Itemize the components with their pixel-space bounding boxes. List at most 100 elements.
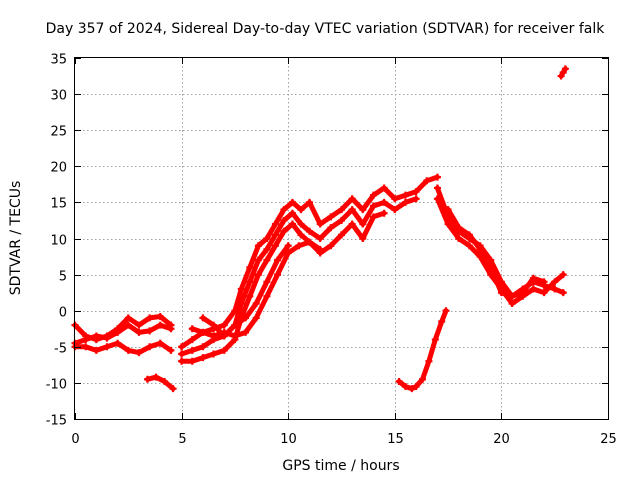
data-point — [395, 377, 403, 385]
data-point — [124, 346, 132, 354]
data-point — [92, 336, 100, 344]
data-point — [316, 235, 324, 242]
data-point — [559, 289, 567, 297]
y-tick-label: -15 — [46, 414, 67, 429]
data-point — [188, 346, 196, 354]
data-point — [412, 195, 420, 203]
data-point — [220, 332, 228, 340]
data-point — [263, 278, 271, 286]
data-point — [338, 216, 345, 224]
series-trace-5 — [178, 173, 441, 351]
y-tick-label: 0 — [59, 306, 67, 321]
data-point — [551, 285, 559, 293]
data-point — [423, 177, 431, 185]
data-point — [280, 227, 288, 235]
data-point — [529, 274, 537, 282]
data-point — [169, 385, 177, 393]
data-point — [178, 350, 186, 358]
data-point — [188, 325, 196, 333]
data-point — [82, 343, 90, 351]
data-point — [359, 235, 367, 242]
data-point — [271, 220, 279, 228]
data-point — [433, 184, 441, 192]
data-point — [433, 173, 441, 181]
data-point — [263, 245, 271, 253]
data-point — [412, 188, 420, 196]
data-point — [220, 346, 228, 354]
data-point — [557, 72, 565, 80]
series-trace-4 — [143, 373, 177, 393]
data-point — [156, 312, 164, 320]
data-point — [359, 220, 367, 228]
data-point — [274, 256, 282, 264]
data-point — [438, 318, 446, 326]
data-point — [369, 202, 377, 210]
x-tick-label: 5 — [178, 432, 186, 447]
data-point — [419, 375, 427, 383]
x-tick-label: 10 — [280, 432, 297, 447]
data-point — [316, 245, 324, 253]
data-point — [288, 209, 296, 217]
data-point — [327, 213, 335, 221]
series-trace-2 — [71, 312, 175, 344]
data-point — [369, 191, 377, 199]
data-point — [425, 357, 433, 365]
data-point — [297, 220, 305, 228]
x-axis-label: GPS time / hours — [282, 458, 399, 474]
series-trace-7 — [178, 209, 388, 365]
data-point — [146, 343, 154, 351]
x-tick-label: 25 — [600, 432, 617, 447]
data-point — [210, 350, 218, 358]
data-point — [82, 332, 90, 340]
data-point — [295, 242, 303, 250]
data-point — [327, 242, 335, 250]
data-point — [135, 349, 143, 357]
data-point — [465, 242, 473, 250]
series-trace-12 — [444, 206, 548, 300]
data-point — [465, 231, 473, 239]
data-point — [114, 339, 122, 347]
data-point — [143, 375, 151, 383]
data-point — [297, 231, 305, 239]
x-tick-label: 20 — [493, 432, 510, 447]
data-point — [152, 373, 160, 381]
data-point — [316, 220, 324, 228]
data-point — [431, 336, 439, 344]
y-tick-label: -5 — [54, 342, 67, 357]
data-point — [237, 285, 245, 293]
y-tick-label: 35 — [50, 53, 67, 68]
series-line — [145, 374, 176, 392]
x-tick-label: 15 — [387, 432, 404, 447]
data-point — [263, 292, 271, 300]
data-point — [442, 307, 450, 315]
data-point — [254, 271, 262, 279]
data-point — [167, 321, 175, 329]
data-point — [254, 256, 262, 264]
data-point — [338, 206, 345, 214]
y-tick-label: 5 — [59, 270, 67, 285]
data-point — [199, 343, 207, 351]
data-point — [551, 278, 559, 286]
data-point — [237, 299, 245, 307]
series-trace-14 — [557, 65, 569, 80]
y-tick-label: 25 — [50, 125, 67, 140]
series-line — [179, 210, 387, 364]
data-point — [327, 224, 335, 232]
y-tick-label: 10 — [50, 234, 67, 249]
data-point — [246, 263, 254, 271]
data-point — [444, 220, 452, 228]
data-point — [476, 245, 484, 253]
data-point — [284, 242, 292, 250]
data-point — [369, 213, 377, 221]
data-point — [559, 271, 567, 279]
y-tick-label: 15 — [50, 197, 67, 212]
data-point — [103, 332, 111, 340]
data-point — [412, 383, 420, 391]
data-point — [391, 195, 399, 203]
data-point — [263, 235, 271, 242]
data-point — [559, 68, 567, 76]
data-point — [156, 321, 164, 329]
data-point — [561, 65, 569, 73]
data-point — [135, 328, 143, 336]
